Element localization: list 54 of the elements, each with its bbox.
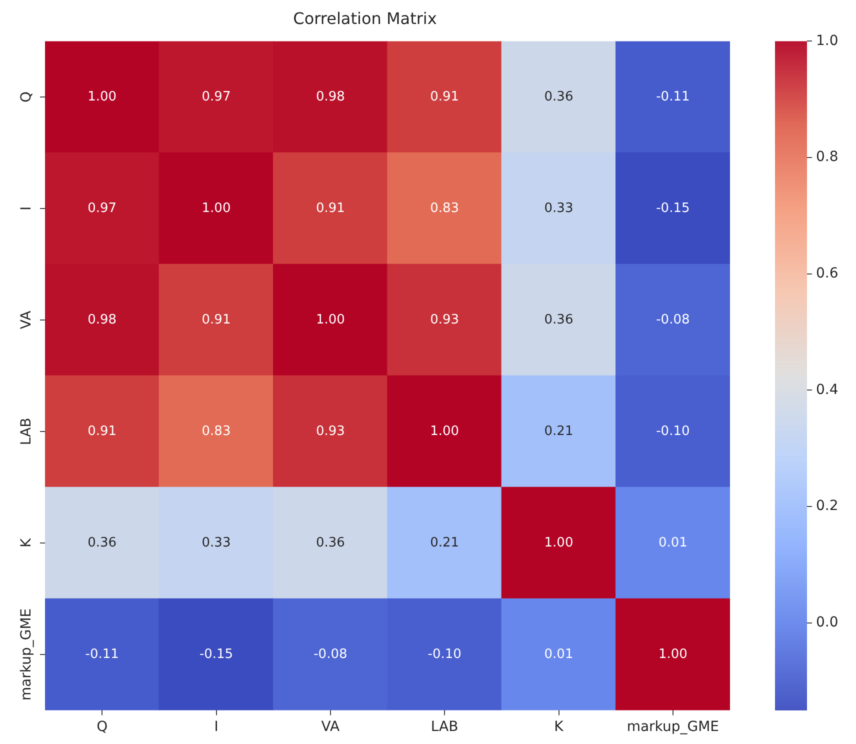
- data-label: 0.36: [544, 312, 574, 328]
- data-label: 1.00: [658, 646, 688, 662]
- chart-title: Correlation Matrix: [293, 8, 437, 28]
- color-bar-label: 0.4: [816, 382, 838, 398]
- data-label: 1.00: [88, 89, 117, 104]
- data-label: 1.00: [544, 535, 574, 550]
- data-label: 0.91: [430, 89, 460, 104]
- data-label: -0.15: [656, 200, 690, 216]
- data-label: 0.93: [430, 312, 460, 328]
- color-bar-label: 0.0: [816, 614, 838, 631]
- data-label: 0.01: [658, 535, 688, 550]
- color-bar-label: 0.6: [816, 266, 838, 282]
- data-label: 0.98: [316, 89, 345, 104]
- y-tick-label: LAB: [18, 418, 35, 446]
- data-label: 0.36: [544, 89, 574, 104]
- data-label: 0.97: [202, 89, 231, 104]
- x-tick-label: Q: [96, 719, 108, 736]
- data-label: -0.10: [656, 424, 690, 439]
- data-label: -0.08: [314, 646, 348, 662]
- data-label: 0.91: [316, 200, 345, 216]
- data-label: 0.33: [544, 200, 574, 216]
- data-label: 0.01: [544, 646, 574, 662]
- data-label: 0.21: [430, 535, 460, 550]
- x-tick-label: I: [214, 719, 218, 736]
- data-label: 0.36: [316, 535, 345, 550]
- y-tick-label: I: [18, 206, 35, 211]
- y-tick-label: K: [18, 538, 35, 548]
- color-bar-label: 0.8: [816, 149, 838, 166]
- data-label: -0.10: [428, 646, 462, 662]
- data-label: 0.91: [202, 312, 231, 328]
- data-label: 0.83: [202, 424, 231, 439]
- data-label: 1.00: [316, 312, 345, 328]
- data-label: 1.00: [202, 200, 231, 216]
- x-tick-label: VA: [321, 719, 340, 736]
- x-tick-label: LAB: [430, 719, 458, 736]
- y-tick-label: Q: [18, 91, 35, 102]
- color-bar-label: 1.0: [816, 32, 838, 49]
- data-label: -0.11: [656, 89, 690, 104]
- data-label: -0.11: [85, 646, 119, 662]
- data-label: 0.97: [88, 200, 117, 216]
- data-label: -0.08: [656, 312, 690, 328]
- data-label: 0.83: [430, 200, 460, 216]
- data-label: 0.93: [316, 424, 345, 439]
- data-label: -0.15: [199, 646, 234, 662]
- data-label: 0.91: [88, 424, 117, 439]
- y-tick-label: VA: [18, 310, 35, 330]
- data-label: 0.98: [88, 312, 117, 328]
- data-label: 0.33: [202, 535, 231, 550]
- x-tick-label: markup_GME: [626, 719, 720, 736]
- data-label: 1.00: [430, 424, 460, 439]
- data-label: 0.21: [544, 424, 574, 439]
- data-label: 0.36: [88, 535, 117, 550]
- color-bar-label: 0.2: [816, 498, 838, 514]
- x-tick-label: K: [554, 719, 564, 736]
